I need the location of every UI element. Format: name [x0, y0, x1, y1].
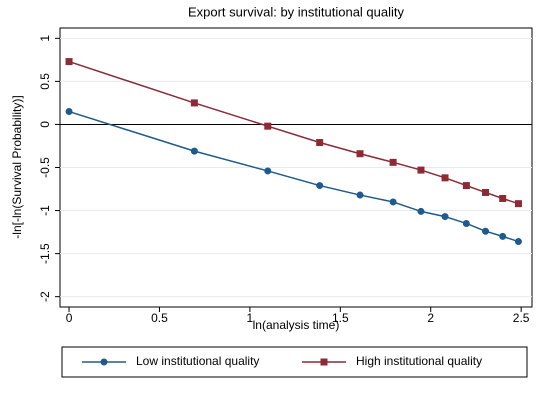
data-point	[264, 167, 272, 175]
x-tick-label: 1	[247, 311, 254, 325]
legend-label: High institutional quality	[356, 354, 482, 368]
x-tick-label: 1.5	[332, 311, 349, 325]
data-point	[356, 191, 364, 199]
legend-marker	[100, 358, 108, 366]
x-tick-label: 2	[427, 311, 434, 325]
data-point	[499, 195, 507, 202]
data-point	[499, 232, 507, 240]
y-tick-label: -2	[38, 291, 52, 302]
y-tick-label: 0	[38, 121, 52, 128]
x-tick-label: 2.5	[513, 311, 530, 325]
data-point	[441, 174, 449, 182]
chart-title: Export survival: by institutional qualit…	[188, 4, 405, 19]
data-point	[316, 139, 324, 147]
y-axis-label: -ln[-ln(Survival Probability)]	[10, 95, 24, 238]
data-point	[462, 219, 470, 227]
data-point	[417, 207, 425, 215]
data-point	[417, 166, 425, 174]
data-point	[356, 150, 364, 158]
data-point	[264, 122, 272, 130]
data-point	[190, 147, 198, 155]
legend-marker	[320, 358, 328, 366]
data-point	[389, 198, 397, 206]
legend-label: Low institutional quality	[136, 354, 259, 368]
x-tick-label: 0	[66, 311, 73, 325]
data-point	[462, 182, 470, 190]
x-axis-label: ln(analysis time)	[253, 318, 340, 332]
data-point	[482, 227, 490, 235]
y-tick-label: -0.5	[38, 157, 52, 178]
y-tick-label: -1	[38, 205, 52, 216]
data-point	[389, 158, 397, 166]
data-point	[514, 238, 522, 246]
legend-box	[61, 346, 528, 378]
data-point	[482, 188, 490, 196]
y-tick-label: 1	[38, 35, 52, 42]
data-point	[514, 200, 522, 208]
y-tick-label: 0.5	[38, 73, 52, 90]
data-point	[190, 99, 198, 107]
data-point	[441, 213, 449, 221]
data-point	[65, 108, 73, 116]
data-point	[316, 182, 324, 190]
y-tick-label: -1.5	[38, 243, 52, 264]
data-point	[65, 58, 73, 66]
x-tick-label: 0.5	[151, 311, 168, 325]
